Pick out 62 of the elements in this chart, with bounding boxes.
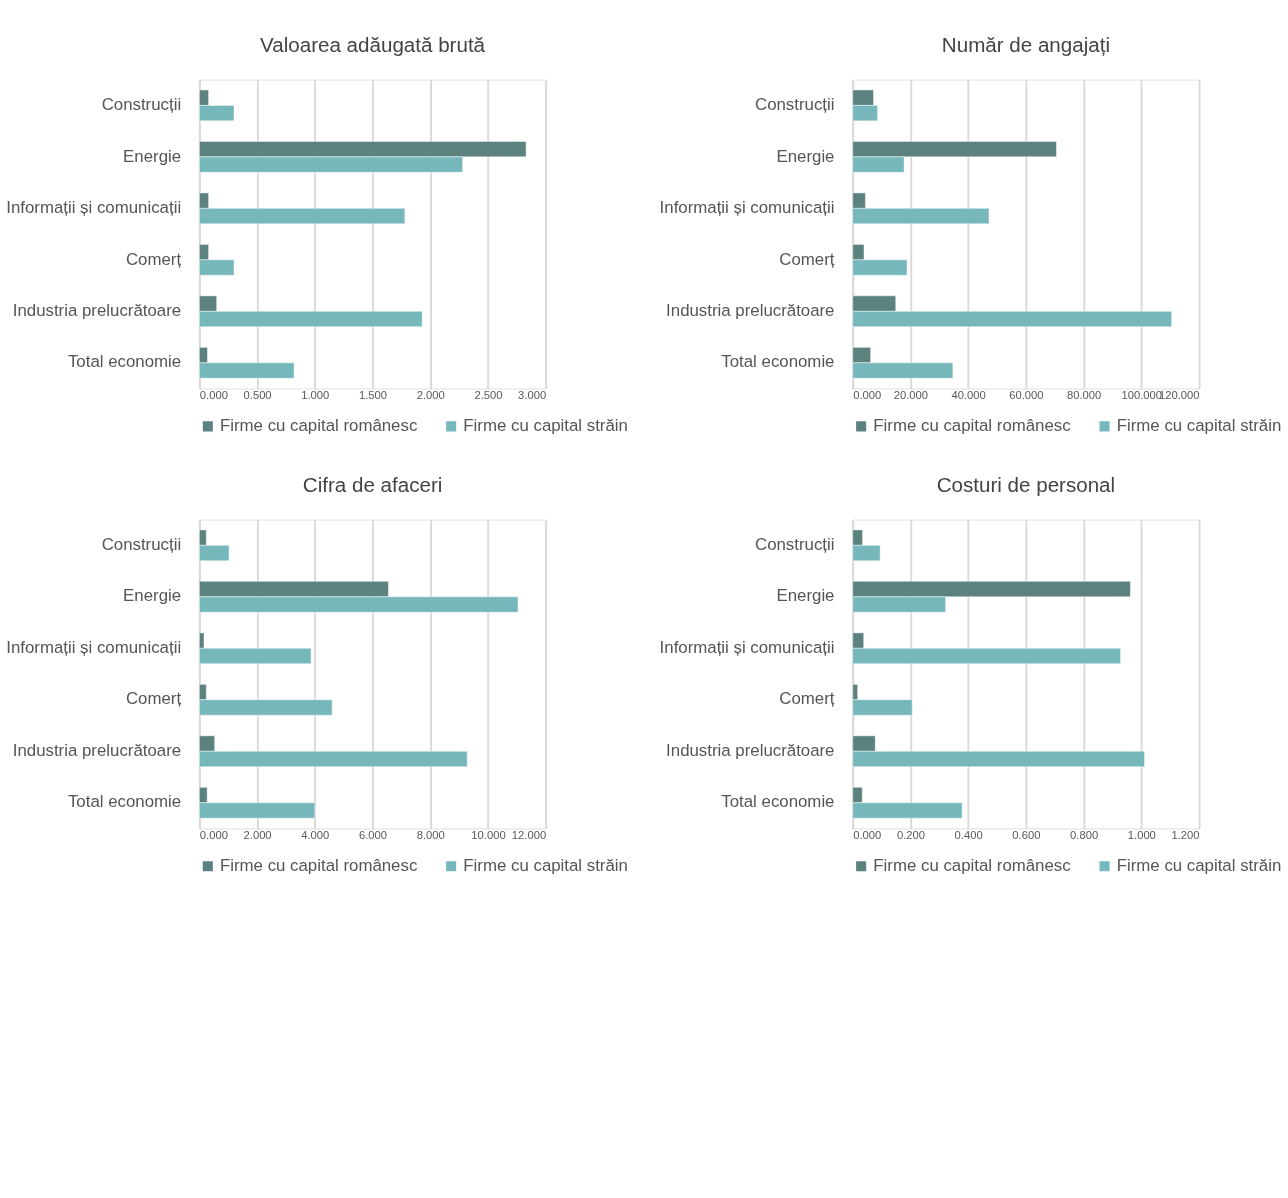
y-tick-label: Comerț [779, 249, 835, 269]
x-tick-label: 1.200 [1171, 829, 1200, 842]
x-tick-label: 20.000 [893, 389, 929, 402]
x-tick-label: 80.000 [1066, 389, 1102, 402]
x-tick-label: 60.000 [1009, 389, 1044, 402]
x-tick-label: 6.000 [358, 829, 388, 842]
x-tick-label: 2.000 [416, 389, 445, 402]
x-tick-label: 0.500 [243, 389, 272, 402]
legend-label: Firme cu capital românesc [873, 416, 1071, 436]
x-tick-label: 1.000 [1127, 829, 1156, 842]
y-tick-label: Total economie [721, 352, 835, 372]
x-tick-label: 1.500 [358, 389, 388, 402]
x-tick-label: 0.000 [853, 389, 882, 402]
x-tick-label: 0.600 [1012, 829, 1041, 842]
legend-label: Firme cu capital românesc [219, 416, 418, 436]
legend-label: Firme cu capital străin [463, 416, 628, 436]
x-tick-label: 0.200 [896, 829, 925, 842]
x-tick-label: 12.000 [511, 829, 547, 842]
y-tick-label: Energie [776, 586, 835, 606]
legend-label: Firme cu capital străin [463, 856, 628, 876]
y-tick-label: Total economie [67, 792, 182, 812]
y-tick-label: Construcții [754, 95, 835, 115]
x-tick-label: 0.000 [853, 829, 882, 842]
x-tick-label: 0.000 [199, 389, 228, 402]
x-tick-label: 0.800 [1070, 829, 1099, 842]
y-tick-label: Comerț [125, 249, 182, 269]
y-tick-label: Construcții [101, 95, 182, 115]
chart-title: Costuri de personal [936, 472, 1116, 496]
y-tick-label: Informații și comunicații [659, 637, 835, 657]
x-tick-label: 0.000 [199, 829, 228, 842]
y-tick-label: Comerț [779, 689, 835, 709]
x-tick-label: 2.500 [474, 389, 503, 402]
y-tick-label: Comerț [125, 689, 182, 709]
chart-title: Număr de angajați [941, 32, 1110, 56]
legend-label: Firme cu capital străin [1116, 416, 1282, 436]
y-tick-label: Energie [123, 586, 182, 606]
y-tick-label: Industria prelucrătoare [12, 740, 182, 760]
y-tick-label: Informații și comunicații [6, 637, 182, 657]
y-tick-label: Informații și comunicații [659, 198, 835, 218]
legend-label: Firme cu capital străin [1116, 856, 1282, 876]
x-tick-label: 8.000 [416, 829, 445, 842]
chart-title: Valoarea adăugată brută [260, 32, 486, 56]
y-tick-label: Total economie [67, 352, 182, 372]
x-tick-label: 1.000 [301, 389, 330, 402]
y-tick-label: Construcții [754, 535, 835, 555]
legend-label: Firme cu capital românesc [219, 856, 418, 876]
y-tick-label: Industria prelucrătoare [666, 740, 835, 760]
x-tick-label: 0.400 [954, 829, 983, 842]
y-tick-label: Industria prelucrătoare [12, 301, 182, 320]
y-tick-label: Construcții [101, 535, 182, 555]
x-tick-label: 3.000 [518, 389, 547, 402]
y-tick-label: Energie [776, 146, 835, 166]
x-tick-label: 4.000 [301, 829, 330, 842]
y-tick-label: Industria prelucrătoare [666, 301, 835, 320]
y-tick-label: Energie [123, 146, 182, 166]
y-tick-label: Informații și comunicații [6, 198, 182, 218]
chart-title: Cifra de afaceri [302, 472, 443, 496]
legend-label: Firme cu capital românesc [873, 856, 1071, 876]
x-tick-label: 2.000 [243, 829, 272, 842]
x-tick-label: 40.000 [951, 389, 986, 402]
x-tick-label: 10.000 [471, 829, 506, 842]
y-tick-label: Total economie [721, 792, 835, 812]
